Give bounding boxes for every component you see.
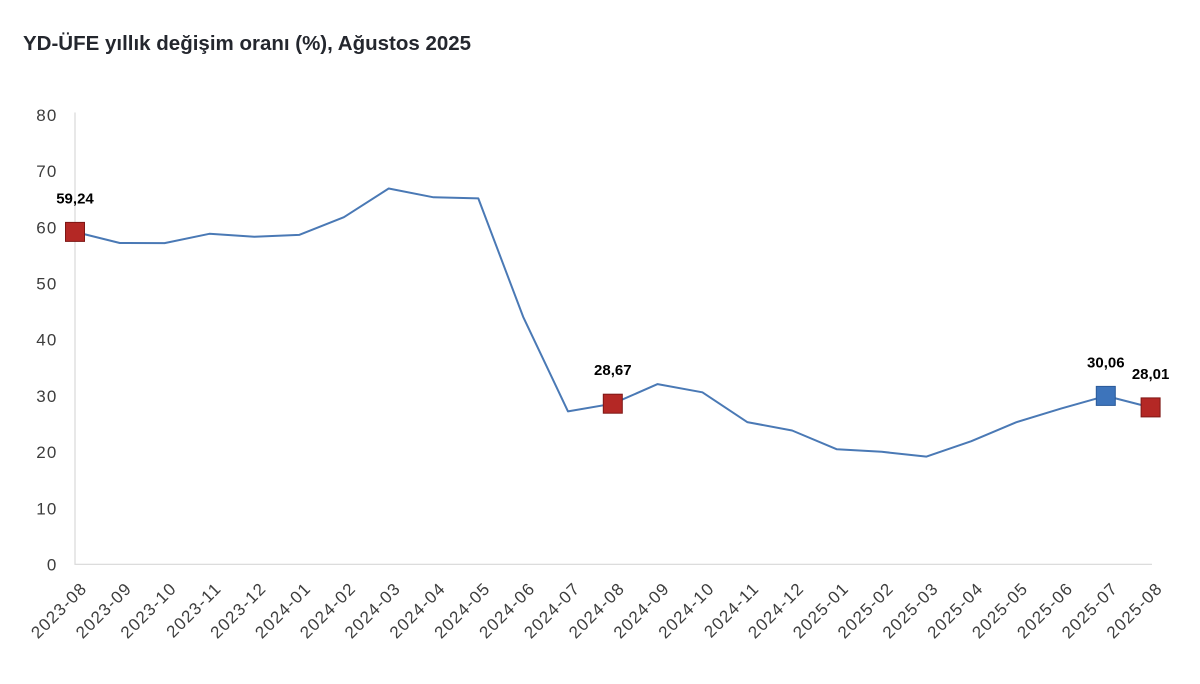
svg-text:59,24: 59,24: [56, 190, 94, 207]
svg-text:20: 20: [36, 443, 57, 462]
svg-text:28,67: 28,67: [594, 362, 632, 379]
svg-text:70: 70: [36, 162, 57, 181]
svg-text:40: 40: [36, 331, 57, 350]
svg-text:80: 80: [36, 106, 57, 125]
svg-text:30,06: 30,06: [1087, 354, 1125, 371]
svg-text:28,01: 28,01: [1132, 366, 1170, 383]
svg-text:0: 0: [47, 556, 58, 575]
svg-text:50: 50: [36, 275, 57, 294]
svg-text:30: 30: [36, 387, 57, 406]
svg-text:60: 60: [36, 218, 57, 237]
svg-text:10: 10: [36, 499, 57, 518]
svg-text:YD-ÜFE yıllık değişim oranı (%: YD-ÜFE yıllık değişim oranı (%), Ağustos…: [23, 32, 471, 55]
